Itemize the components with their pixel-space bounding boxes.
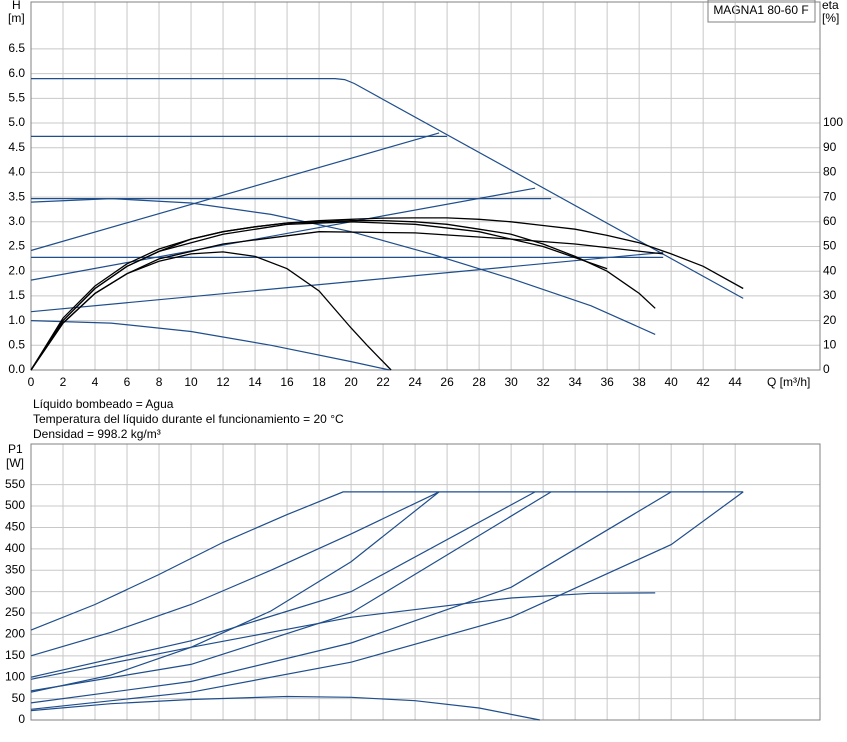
x-tick-label: 38	[632, 375, 646, 389]
y-tick-label: 4.5	[8, 140, 25, 154]
y-tick-label: 0.0	[8, 362, 25, 376]
x-tick-label: 40	[664, 375, 678, 389]
curve	[30, 251, 664, 313]
y2-tick-label: 50	[823, 239, 837, 253]
x-tick-label: 32	[536, 375, 550, 389]
y-tick-label: 250	[5, 605, 25, 619]
y-tick-label: 100	[5, 669, 25, 683]
y-tick-label: 300	[5, 584, 25, 598]
x-label: Q [m³/h]	[767, 375, 810, 389]
curve	[30, 491, 536, 678]
curve	[30, 320, 390, 371]
x-tick-label: 24	[408, 375, 422, 389]
x-tick-label: 14	[248, 375, 262, 389]
curve	[30, 491, 744, 710]
y-tick-label: 0.5	[8, 337, 25, 351]
curve	[30, 221, 608, 371]
y2-label: eta	[822, 0, 839, 12]
curve	[30, 592, 656, 680]
curve	[30, 695, 541, 721]
chart-title: MAGNA1 80-60 F	[713, 3, 808, 17]
y-tick-label: 200	[5, 627, 25, 641]
x-tick-label: 18	[312, 375, 326, 389]
y2-tick-label: 100	[823, 115, 843, 129]
y2-tick-label: 20	[823, 313, 837, 327]
annotation: Temperatura del líquido durante el funci…	[33, 412, 344, 426]
y2-tick-label: 90	[823, 140, 837, 154]
y-tick-label: 550	[5, 477, 25, 491]
y2-tick-label: 30	[823, 288, 837, 302]
plot-frame	[30, 1, 821, 371]
x-tick-label: 2	[60, 375, 67, 389]
y2-tick-label: 10	[823, 337, 837, 351]
curve	[30, 231, 664, 371]
y-tick-label: 2.5	[8, 239, 25, 253]
x-tick-label: 36	[600, 375, 614, 389]
y-tick-label: 2.0	[8, 263, 25, 277]
y-tick-label: 4.0	[8, 165, 25, 179]
y-tick-label: 50	[12, 691, 26, 705]
curve	[31, 78, 744, 299]
x-tick-label: 26	[440, 375, 454, 389]
x-tick-label: 34	[568, 375, 582, 389]
y-unit: [W]	[6, 456, 24, 470]
x-tick-label: 20	[344, 375, 358, 389]
curve	[30, 132, 440, 252]
y-tick-label: 5.0	[8, 115, 25, 129]
curve	[30, 491, 440, 657]
y-tick-label: 6.5	[8, 41, 25, 55]
curve	[30, 187, 536, 281]
y-tick-label: 0	[18, 712, 25, 726]
x-tick-label: 10	[184, 375, 198, 389]
curve	[30, 197, 656, 335]
curve	[30, 491, 552, 692]
y2-tick-label: 0	[823, 362, 830, 376]
y2-tick-label: 40	[823, 263, 837, 277]
y-tick-label: 400	[5, 541, 25, 555]
y-tick-label: 1.5	[8, 288, 25, 302]
y-tick-label: 150	[5, 648, 25, 662]
y-tick-label: 5.5	[8, 90, 25, 104]
y-tick-label: 6.0	[8, 66, 25, 80]
annotation: Líquido bombeado = Agua	[33, 397, 174, 411]
y-tick-label: 350	[5, 562, 25, 576]
x-tick-label: 16	[280, 375, 294, 389]
y-tick-label: 3.0	[8, 214, 25, 228]
x-tick-label: 42	[696, 375, 710, 389]
x-tick-label: 30	[504, 375, 518, 389]
curve	[30, 251, 392, 371]
x-tick-label: 0	[28, 375, 35, 389]
annotation: Densidad = 998.2 kg/m³	[33, 427, 161, 441]
y-tick-label: 1.0	[8, 313, 25, 327]
curve	[30, 217, 744, 371]
y-label: P1	[8, 442, 23, 456]
y-unit: [m]	[8, 11, 25, 25]
y2-tick-label: 70	[823, 189, 837, 203]
plot-frame	[30, 443, 821, 721]
x-tick-label: 8	[156, 375, 163, 389]
x-tick-label: 22	[376, 375, 390, 389]
y2-unit: [%]	[822, 11, 839, 25]
x-tick-label: 44	[728, 375, 742, 389]
x-tick-label: 28	[472, 375, 486, 389]
y2-tick-label: 80	[823, 165, 837, 179]
x-tick-label: 12	[216, 375, 230, 389]
x-tick-label: 4	[92, 375, 99, 389]
y-tick-label: 3.5	[8, 189, 25, 203]
curve	[30, 491, 672, 704]
x-tick-label: 6	[124, 375, 131, 389]
y-tick-label: 450	[5, 520, 25, 534]
y2-tick-label: 60	[823, 214, 837, 228]
curve	[30, 491, 744, 631]
y-label: H	[12, 0, 21, 12]
y-tick-label: 500	[5, 498, 25, 512]
